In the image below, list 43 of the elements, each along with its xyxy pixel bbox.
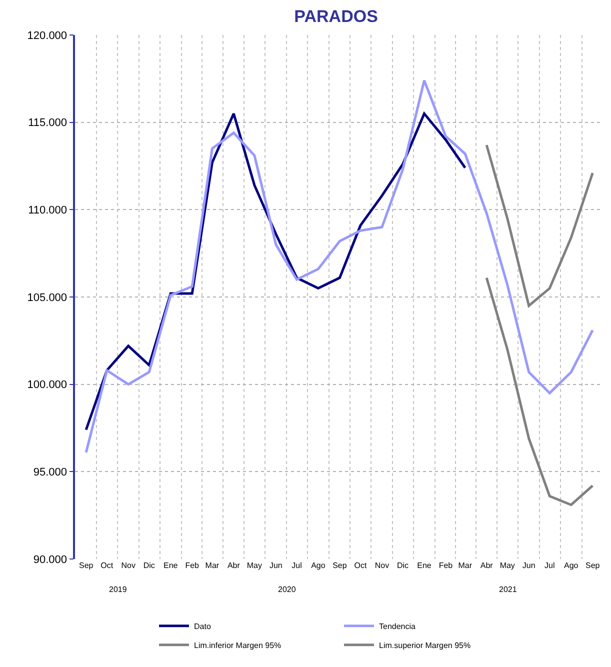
line-series [485, 276, 594, 506]
y-tick-label: 120.000 [27, 30, 68, 42]
x-tick-label: Dic [143, 561, 155, 570]
text: 2019 [109, 585, 128, 594]
x-tick-label: May [500, 561, 515, 570]
y-tick-label: 95.000 [33, 466, 68, 479]
x-tick-label: Oct [100, 561, 114, 570]
x-tick-label: Mar [205, 561, 220, 570]
legend-label: Lim.superior Margen 95% [379, 641, 471, 650]
x-tick-label: Ene [164, 561, 178, 570]
x-tick-label: Ago [564, 561, 579, 570]
x-tick-label: Jul [292, 561, 302, 570]
x-tick-label: Ago [311, 561, 326, 570]
x-tick-label: Feb [438, 561, 454, 570]
legend-label: Lim.inferior Margen 95% [194, 641, 282, 650]
text: 2020 [278, 585, 296, 594]
x-tick-label: Nov [374, 561, 390, 570]
legend-label: Dato [194, 622, 212, 632]
x-tick-label: Ene [417, 561, 432, 570]
x-tick-label: Mar [458, 561, 472, 570]
x-tick-label: Abr [480, 561, 494, 570]
y-tick-label: 110.000 [28, 204, 68, 217]
x-tick-label: Jun [269, 561, 282, 570]
y-tick-label: 100.000 [27, 379, 68, 392]
chart-title: PARADOS [294, 6, 378, 26]
line-series [485, 144, 594, 307]
x-tick-label: Jul [544, 561, 555, 570]
x-tick-label: Sep [585, 561, 600, 570]
x-tick-label: Nov [121, 561, 136, 570]
y-tick-label: 105.000 [27, 292, 68, 304]
x-tick-label: Feb [185, 561, 200, 570]
x-tick-label: Oct [354, 561, 368, 570]
line-series [84, 79, 594, 454]
x-tick-label: Dic [396, 561, 409, 570]
x-tick-label: Sep [332, 561, 348, 570]
x-tick-label: Jun [522, 561, 536, 570]
x-tick-label: May [246, 561, 262, 570]
legend-label: Tendencia [379, 622, 416, 632]
text: 2021 [499, 585, 518, 594]
x-tick-label: Abr [227, 561, 240, 570]
x-tick-label: Sep [78, 561, 94, 570]
y-tick-label: 90.000 [33, 554, 68, 566]
y-tick-label: 115.000 [28, 117, 68, 130]
